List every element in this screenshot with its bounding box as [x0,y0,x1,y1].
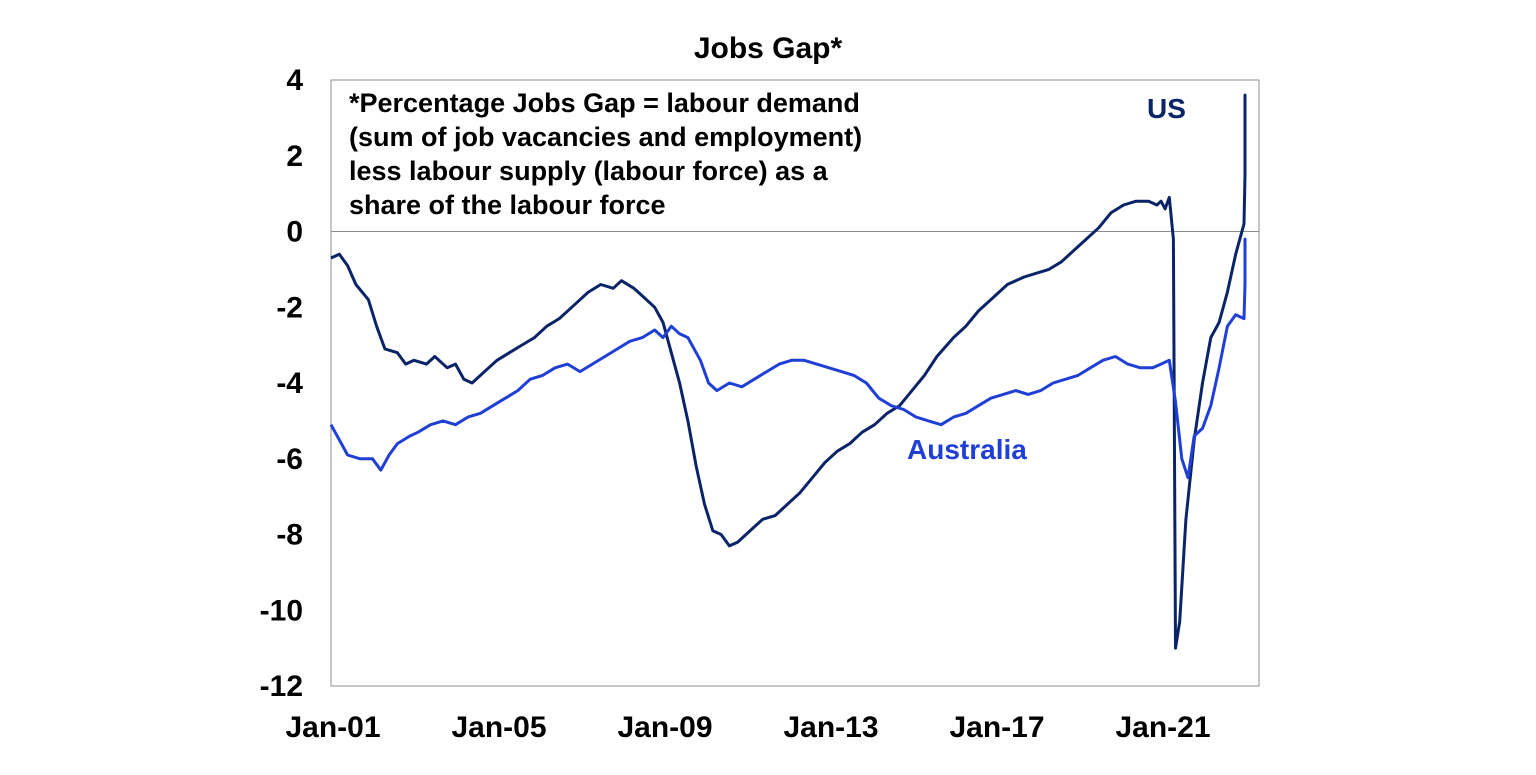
note-line: (sum of job vacancies and employment) [349,122,862,152]
series-group [329,93,1247,650]
y-tick-label: 4 [286,64,303,97]
y-tick-label: -2 [276,291,303,324]
x-tick-label: Jan-13 [783,711,878,744]
y-tick-label: -8 [276,519,303,552]
definition-note: *Percentage Jobs Gap = labour demand (su… [349,88,862,220]
y-tick-label: -6 [276,443,303,476]
note-line: *Percentage Jobs Gap = labour demand [349,88,860,118]
x-tick-label: Jan-21 [1115,711,1210,744]
x-axis: Jan-01 Jan-05 Jan-09 Jan-13 Jan-17 Jan-2… [285,711,1210,744]
series-line-australia [329,237,1247,480]
x-tick-label: Jan-17 [949,711,1044,744]
note-line: share of the labour force [349,190,666,220]
x-tick-label: Jan-05 [451,711,546,744]
y-tick-label: 2 [286,140,303,173]
series-label-us: US [1147,93,1186,124]
y-tick-label: 0 [286,216,303,249]
x-tick-label: Jan-09 [617,711,712,744]
y-tick-label: -10 [260,594,303,627]
y-tick-label: -4 [276,367,303,400]
plot-frame [330,79,1260,687]
series-label-australia: Australia [907,434,1027,465]
y-tick-label: -12 [260,670,303,703]
chart-title: Jobs Gap* [694,32,843,65]
note-line: less labour supply (labour force) as a [349,156,829,186]
y-axis: 4 2 0 -2 -4 -6 -8 -10 -12 [260,64,304,703]
series-line-us [330,93,1247,650]
x-tick-label: Jan-01 [285,711,380,744]
